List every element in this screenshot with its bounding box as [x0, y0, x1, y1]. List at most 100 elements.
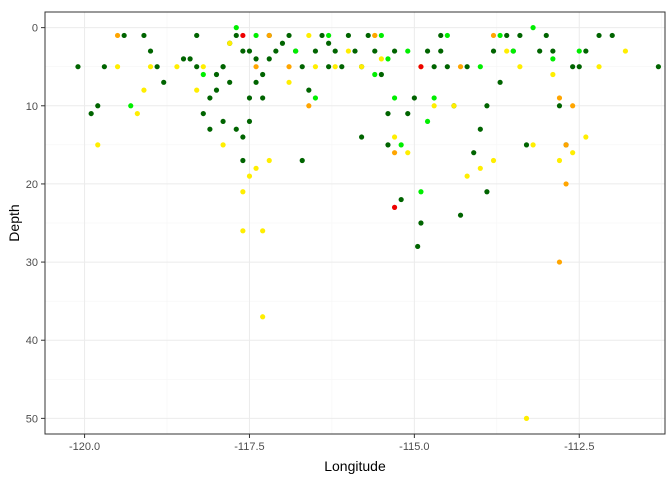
- data-point-dark-green: [306, 87, 312, 93]
- data-point-lime: [233, 25, 239, 31]
- x-tick-label: -117.5: [234, 441, 264, 453]
- data-point-dark-green: [233, 32, 239, 39]
- data-point-yellow: [583, 134, 589, 140]
- data-point-orange: [556, 259, 563, 265]
- data-point-dark-green: [200, 110, 206, 117]
- data-point-dark-green: [543, 32, 549, 39]
- data-point-yellow: [240, 228, 246, 234]
- data-point-dark-green: [246, 48, 253, 54]
- data-point-orange: [570, 103, 576, 109]
- y-tick-label: 30: [26, 257, 38, 269]
- data-point-yellow: [504, 48, 510, 54]
- data-point-dark-green: [213, 71, 220, 78]
- data-point-dark-green: [220, 64, 226, 70]
- data-point-dark-green: [220, 118, 226, 125]
- data-point-orange: [391, 150, 398, 156]
- data-point-lime: [576, 48, 582, 54]
- data-point-dark-green: [154, 64, 160, 70]
- data-point-dark-green: [161, 79, 167, 85]
- data-point-dark-green: [141, 32, 147, 39]
- data-point-dark-green: [490, 48, 497, 54]
- data-point-lime: [326, 32, 332, 39]
- data-point-yellow: [114, 64, 121, 70]
- data-point-dark-green: [385, 142, 391, 148]
- data-point-yellow: [345, 48, 352, 54]
- data-point-dark-green: [471, 150, 477, 156]
- data-point-dark-green: [405, 110, 411, 117]
- data-point-lime: [385, 56, 391, 62]
- data-point-dark-green: [583, 48, 589, 54]
- data-point-yellow: [194, 87, 200, 93]
- grid-lines: [45, 12, 665, 434]
- data-point-dark-green: [207, 126, 213, 132]
- y-axis-title: Depth: [6, 204, 22, 241]
- panel-border: [44, 11, 666, 435]
- data-point-dark-green: [88, 110, 94, 117]
- data-point-dark-green: [576, 64, 582, 70]
- data-point-yellow: [517, 64, 523, 70]
- data-point-dark-green: [477, 126, 483, 132]
- data-point-orange: [457, 64, 464, 70]
- data-point-lime: [372, 71, 378, 78]
- data-point-yellow: [95, 142, 101, 148]
- data-point-yellow: [570, 150, 576, 156]
- data-point-yellow: [596, 64, 602, 70]
- data-point-orange: [490, 32, 497, 39]
- data-point-orange: [556, 95, 563, 101]
- data-point-yellow: [147, 64, 154, 70]
- y-tick-label: 0: [32, 23, 38, 35]
- data-point-red: [240, 32, 246, 39]
- data-point-dark-green: [385, 110, 391, 117]
- data-point-orange: [372, 32, 378, 39]
- data-point-dark-green: [596, 32, 602, 39]
- data-point-yellow: [358, 64, 365, 70]
- data-point-dark-green: [95, 103, 101, 109]
- y-tick-label: 50: [26, 413, 38, 425]
- data-point-dark-green: [194, 64, 200, 70]
- y-tick-label: 40: [26, 335, 38, 347]
- data-point-red: [391, 204, 398, 210]
- data-point-dark-green: [266, 56, 272, 62]
- data-point-yellow: [530, 142, 536, 148]
- data-point-dark-green: [609, 32, 615, 39]
- data-point-yellow: [550, 71, 556, 78]
- data-point-yellow: [464, 173, 470, 179]
- data-point-orange: [563, 181, 569, 187]
- data-point-dark-green: [299, 64, 305, 70]
- data-point-dark-green: [365, 32, 371, 39]
- data-point-dark-green: [240, 157, 246, 164]
- data-point-lime: [510, 48, 516, 54]
- data-points: [75, 25, 662, 421]
- data-point-lime: [424, 118, 431, 125]
- x-tick-label: -120.0: [69, 441, 100, 453]
- data-point-dark-green: [339, 64, 345, 70]
- data-point-dark-green: [398, 196, 404, 203]
- data-point-yellow: [246, 173, 253, 179]
- data-point-lime: [378, 32, 384, 39]
- data-point-dark-green: [497, 79, 503, 85]
- data-point-yellow: [306, 32, 312, 39]
- data-point-dark-green: [418, 220, 424, 226]
- data-point-dark-green: [378, 71, 384, 78]
- data-point-dark-green: [227, 79, 233, 85]
- data-point-dark-green: [312, 48, 319, 54]
- data-point-yellow: [240, 189, 246, 195]
- data-point-dark-green: [484, 103, 490, 109]
- data-point-dark-green: [537, 48, 543, 54]
- x-tick-label: -112.5: [564, 441, 594, 453]
- data-point-lime: [477, 64, 483, 70]
- data-point-dark-green: [444, 64, 450, 70]
- data-point-orange: [266, 32, 272, 39]
- data-point-dark-green: [570, 64, 576, 70]
- data-point-yellow: [286, 79, 292, 85]
- data-point-dark-green: [240, 48, 246, 54]
- data-point-lime: [550, 56, 556, 62]
- data-point-dark-green: [655, 64, 662, 70]
- data-point-yellow: [220, 142, 226, 148]
- data-point-dark-green: [556, 103, 563, 109]
- data-point-red: [418, 64, 424, 70]
- data-point-yellow: [391, 134, 398, 140]
- x-axis-title: Longitude: [324, 458, 386, 474]
- data-point-yellow: [431, 103, 437, 109]
- data-point-yellow: [253, 165, 259, 171]
